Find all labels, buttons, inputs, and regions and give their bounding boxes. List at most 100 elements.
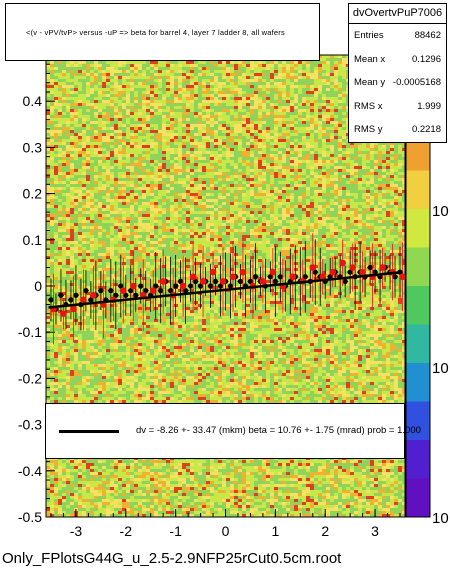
heatmap-cell <box>286 100 290 103</box>
heatmap-cell <box>362 196 366 199</box>
heatmap-cell <box>230 85 234 88</box>
heatmap-cell <box>90 97 94 100</box>
heatmap-cell <box>106 121 110 124</box>
heatmap-cell <box>290 178 294 181</box>
heatmap-cell <box>234 166 238 169</box>
heatmap-cell <box>334 193 338 196</box>
heatmap-cell <box>198 145 202 148</box>
heatmap-cell <box>110 73 114 76</box>
heatmap-cell <box>54 163 58 166</box>
heatmap-cell <box>362 184 366 187</box>
heatmap-cell <box>214 130 218 133</box>
heatmap-cell <box>110 112 114 115</box>
heatmap-cell <box>158 85 162 88</box>
heatmap-cell <box>342 67 346 70</box>
heatmap-cell <box>302 79 306 82</box>
heatmap-cell <box>354 199 358 202</box>
heatmap-cell <box>126 142 130 145</box>
heatmap-cell <box>198 127 202 130</box>
heatmap-cell <box>210 97 214 100</box>
heatmap-cell <box>358 187 362 190</box>
heatmap-cell <box>342 133 346 136</box>
heatmap-cell <box>314 205 318 208</box>
heatmap-cell <box>346 193 350 196</box>
heatmap-cell <box>278 115 282 118</box>
heatmap-cell <box>290 169 294 172</box>
heatmap-cell <box>182 169 186 172</box>
heatmap-cell <box>94 220 98 223</box>
heatmap-cell <box>106 178 110 181</box>
heatmap-cell <box>342 73 346 76</box>
heatmap-cell <box>130 82 134 85</box>
heatmap-cell <box>250 196 254 199</box>
heatmap-cell <box>254 154 258 157</box>
heatmap-cell <box>266 175 270 178</box>
heatmap-cell <box>122 97 126 100</box>
heatmap-cell <box>118 184 122 187</box>
heatmap-cell <box>214 61 218 64</box>
heatmap-cell <box>182 91 186 94</box>
heatmap-cell <box>162 169 166 172</box>
heatmap-cell <box>266 67 270 70</box>
heatmap-cell <box>326 211 330 214</box>
heatmap-cell <box>294 178 298 181</box>
heatmap-cell <box>142 175 146 178</box>
heatmap-cell <box>282 139 286 142</box>
heatmap-cell <box>158 136 162 139</box>
heatmap-cell <box>230 79 234 82</box>
heatmap-cell <box>298 94 302 97</box>
heatmap-cell <box>146 166 150 169</box>
heatmap-cell <box>274 181 278 184</box>
heatmap-cell <box>114 100 118 103</box>
heatmap-cell <box>50 139 54 142</box>
heatmap-cell <box>110 97 114 100</box>
heatmap-cell <box>206 121 210 124</box>
heatmap-cell <box>182 205 186 208</box>
heatmap-cell <box>98 214 102 217</box>
heatmap-cell <box>310 97 314 100</box>
heatmap-cell <box>342 112 346 115</box>
heatmap-cell <box>234 109 238 112</box>
heatmap-cell <box>82 199 86 202</box>
heatmap-cell <box>254 205 258 208</box>
heatmap-cell <box>390 181 394 184</box>
heatmap-cell <box>50 190 54 193</box>
heatmap-cell <box>350 211 354 214</box>
heatmap-cell <box>150 151 154 154</box>
heatmap-cell <box>86 121 90 124</box>
heatmap-cell <box>58 202 62 205</box>
heatmap-cell <box>330 142 334 145</box>
heatmap-cell <box>278 103 282 106</box>
heatmap-cell <box>126 175 130 178</box>
heatmap-cell <box>270 145 274 148</box>
heatmap-cell <box>186 199 190 202</box>
heatmap-cell <box>338 190 342 193</box>
heatmap-cell <box>190 112 194 115</box>
heatmap-cell <box>166 130 170 133</box>
heatmap-cell <box>174 109 178 112</box>
heatmap-cell <box>342 217 346 220</box>
heatmap-cell <box>190 124 194 127</box>
heatmap-cell <box>122 88 126 91</box>
heatmap-cell <box>150 181 154 184</box>
heatmap-cell <box>142 208 146 211</box>
heatmap-cell <box>314 118 318 121</box>
heatmap-cell <box>150 145 154 148</box>
heatmap-cell <box>50 127 54 130</box>
heatmap-cell <box>194 97 198 100</box>
heatmap-cell <box>282 145 286 148</box>
heatmap-cell <box>346 199 350 202</box>
heatmap-cell <box>322 109 326 112</box>
heatmap-cell <box>278 109 282 112</box>
heatmap-cell <box>130 157 134 160</box>
heatmap-cell <box>110 145 114 148</box>
heatmap-cell <box>62 151 66 154</box>
heatmap-cell <box>242 76 246 79</box>
heatmap-cell <box>206 82 210 85</box>
heatmap-cell <box>338 88 342 91</box>
heatmap-cell <box>234 151 238 154</box>
heatmap-cell <box>342 121 346 124</box>
heatmap-cell <box>274 208 278 211</box>
heatmap-cell <box>134 181 138 184</box>
heatmap-cell <box>250 181 254 184</box>
